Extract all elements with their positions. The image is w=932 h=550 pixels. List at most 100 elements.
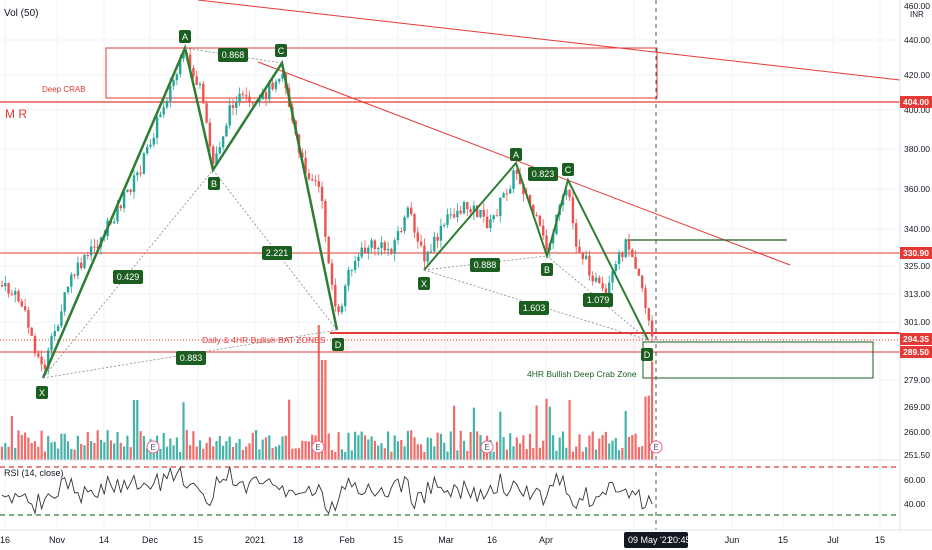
candle-body xyxy=(228,105,231,126)
volume-bar xyxy=(459,430,462,460)
svg-text:A: A xyxy=(513,150,519,160)
volume-bar xyxy=(50,442,53,460)
volume-bar xyxy=(278,445,281,460)
mr-annotation: M R xyxy=(5,107,27,121)
candle-body xyxy=(37,353,40,357)
volume-bar xyxy=(347,432,350,460)
price-tick-label: 313.00 xyxy=(904,289,930,299)
candle-body xyxy=(456,210,459,218)
candle-body xyxy=(4,283,7,287)
price-scale[interactable]: 460.00 INR 440.00 420.00 400.00 380.00 360.0… xyxy=(899,0,932,530)
volume-bar xyxy=(495,441,499,460)
candle-body xyxy=(70,274,73,287)
volume-bar xyxy=(288,399,291,460)
candle-body xyxy=(598,277,601,284)
candle-body xyxy=(614,264,617,272)
volume-bar xyxy=(30,442,33,460)
volume-bar xyxy=(162,432,165,460)
volume-bar xyxy=(621,447,624,460)
candle-body xyxy=(396,231,400,241)
volume-bar xyxy=(413,437,416,460)
candle-body xyxy=(60,311,63,327)
price-badge: 289.50 xyxy=(900,346,932,358)
candle-body xyxy=(251,102,254,104)
candle-body xyxy=(403,217,406,232)
candle-body xyxy=(132,175,136,192)
candle-body xyxy=(14,291,17,295)
time-tick-label: 2021 xyxy=(245,535,265,545)
volume-bar xyxy=(647,395,650,460)
candle-body xyxy=(192,67,195,77)
volume-bar xyxy=(80,444,83,460)
time-tick-label: Dec xyxy=(142,535,159,545)
time-scale[interactable]: 16Nov14Dec15202118Feb15Mar16AprMayJun15J… xyxy=(0,529,932,550)
candle-body xyxy=(76,262,80,276)
svg-text:09 May '21: 09 May '21 xyxy=(628,535,672,545)
svg-text:C: C xyxy=(565,165,572,175)
svg-text:X: X xyxy=(421,279,427,289)
volume-bar xyxy=(66,441,70,460)
svg-text:0.429: 0.429 xyxy=(117,272,140,282)
candle-body xyxy=(410,207,413,215)
svg-text:D: D xyxy=(335,340,342,350)
candle-body xyxy=(281,74,284,79)
volume-bar xyxy=(492,451,495,460)
volume-bar xyxy=(139,431,142,460)
candle-body xyxy=(627,239,631,250)
candle-body xyxy=(608,282,611,294)
pattern2-harmonic: X A B C D 0.823 0.888 1.603 1.079 xyxy=(418,148,653,361)
volume-bar xyxy=(274,446,277,460)
svg-text:330.90: 330.90 xyxy=(903,248,929,258)
candle-body xyxy=(344,285,347,307)
volume-bar xyxy=(113,443,116,460)
earnings-marker[interactable]: E xyxy=(649,440,663,454)
volume-bar xyxy=(245,446,248,460)
candle-body xyxy=(20,301,23,307)
volume-bar xyxy=(261,439,264,460)
volume-bar xyxy=(528,433,532,460)
earnings-marker[interactable]: E xyxy=(146,440,160,454)
volume-bar xyxy=(268,435,271,460)
svg-text:B: B xyxy=(544,265,550,275)
volume-bar xyxy=(575,446,578,460)
volume-bar xyxy=(449,431,452,460)
time-tick-label: 16 xyxy=(0,535,10,545)
candle-body xyxy=(367,247,370,253)
svg-text:0.883: 0.883 xyxy=(180,353,203,363)
candle-body xyxy=(198,83,202,85)
candle-body xyxy=(155,116,159,138)
candle-body xyxy=(172,80,175,86)
earnings-marker[interactable]: E xyxy=(311,440,325,454)
candle-body xyxy=(86,254,89,256)
candle-body xyxy=(225,125,228,137)
volume-bar xyxy=(446,451,449,460)
candle-body xyxy=(47,350,50,369)
volume-bars xyxy=(0,325,654,460)
pattern2-label-a: A xyxy=(510,148,522,161)
volume-bar xyxy=(76,435,79,460)
candle-body xyxy=(459,210,462,214)
candle-body xyxy=(53,331,56,337)
volume-bar xyxy=(179,451,182,460)
volume-bar xyxy=(571,451,574,460)
time-tick-label: 14 xyxy=(99,535,109,545)
candle-body xyxy=(637,268,641,276)
time-tick-label: Jul xyxy=(827,535,839,545)
volume-bar xyxy=(228,436,231,460)
volume-bar xyxy=(585,447,588,460)
candle-body xyxy=(241,93,245,96)
volume-bar xyxy=(304,440,307,460)
candle-body xyxy=(439,225,443,241)
volume-bar xyxy=(400,440,403,460)
candle-body xyxy=(479,209,482,218)
svg-text:E: E xyxy=(315,443,320,452)
bat-zone-box xyxy=(330,333,875,353)
volume-bar xyxy=(93,442,96,460)
candle-body xyxy=(245,95,248,97)
volume-bar xyxy=(222,445,225,460)
volume-bar xyxy=(535,405,538,460)
volume-bar xyxy=(10,415,13,460)
earnings-marker[interactable]: E xyxy=(480,440,494,454)
candle-body xyxy=(73,274,76,276)
